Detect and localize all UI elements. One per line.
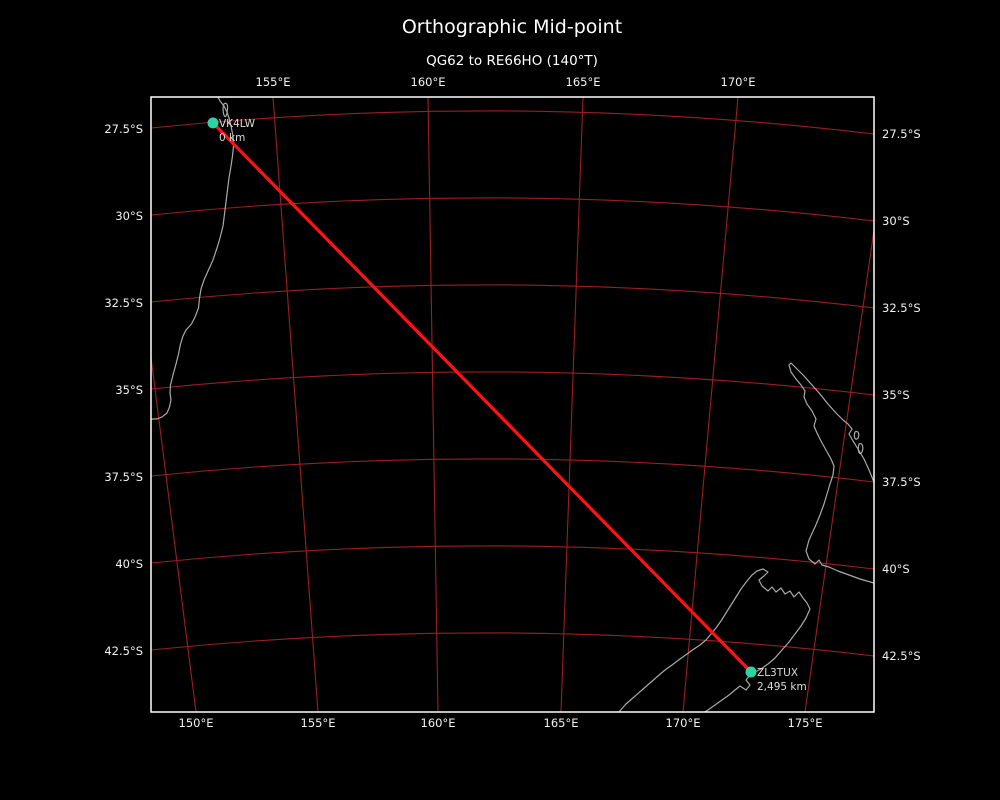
graticule-meridian [805,97,893,712]
figure-title: Orthographic Mid-point [401,16,623,38]
island-moreton-icon [223,103,227,116]
graticule-parallel [151,372,874,395]
tick-label-left: 27.5°S [104,122,143,136]
route-layer [213,123,751,672]
tick-label-bottom: 165°E [543,716,579,730]
graticule-parallel [151,633,874,656]
coastline-nz-north-island [789,363,874,583]
tick-label-bottom: 150°E [178,716,214,730]
tick-label-bottom: 160°E [420,716,456,730]
station-callsign: ZL3TUX [757,667,799,679]
tick-label-top: 165°E [565,75,601,89]
tick-label-top: 170°E [720,75,756,89]
tick-label-right: 27.5°S [882,127,921,141]
graticule-meridian [428,97,438,712]
tick-label-top: 155°E [255,75,291,89]
tick-label-right: 30°S [882,214,910,228]
tick-label-left: 35°S [115,383,143,397]
tick-label-top: 160°E [410,75,446,89]
station-label-vk4lw: VK4LW 0 km [219,117,255,145]
figure-subtitle: QG62 to RE66HO (140°T) [426,53,598,69]
tick-label-left: 42.5°S [104,644,143,658]
great-circle-route-line [213,123,751,672]
graticule-parallel [151,111,874,134]
graticule-meridian [273,97,318,712]
graticule-meridian [561,97,583,712]
island-east-cape-icon [854,431,858,439]
station-distance: 0 km [219,132,246,144]
tick-label-bottom: 175°E [787,716,823,730]
tick-label-right: 42.5°S [882,649,921,663]
tick-label-left: 37.5°S [104,470,143,484]
tick-label-bottom: 170°E [665,716,701,730]
station-distance: 2,495 km [757,681,807,693]
station-marker-vk4lw [207,117,219,129]
marker-layer [207,117,757,678]
graticule-grid [118,97,893,712]
plot-border [150,96,875,713]
graticule-parallel [151,459,874,482]
graticule-parallel [151,285,874,308]
graticule-parallel [151,546,874,569]
tick-label-right: 35°S [882,388,910,402]
station-label-zl3tux: ZL3TUX 2,495 km [757,666,807,694]
tick-label-right: 40°S [882,562,910,576]
graticule-parallel [151,198,874,221]
tick-label-right: 37.5°S [882,475,921,489]
graticule-meridian [683,97,738,712]
tick-label-bottom: 155°E [300,716,336,730]
station-callsign: VK4LW [219,118,256,130]
tick-label-right: 32.5°S [882,301,921,315]
tick-label-left: 30°S [115,209,143,223]
station-marker-zl3tux [745,666,757,678]
coastlines [151,95,874,713]
tick-label-left: 32.5°S [104,296,143,310]
graticule-meridian [118,97,196,712]
tick-label-left: 40°S [115,557,143,571]
coastline-australia [151,95,234,419]
island-hawke-icon [858,444,862,454]
